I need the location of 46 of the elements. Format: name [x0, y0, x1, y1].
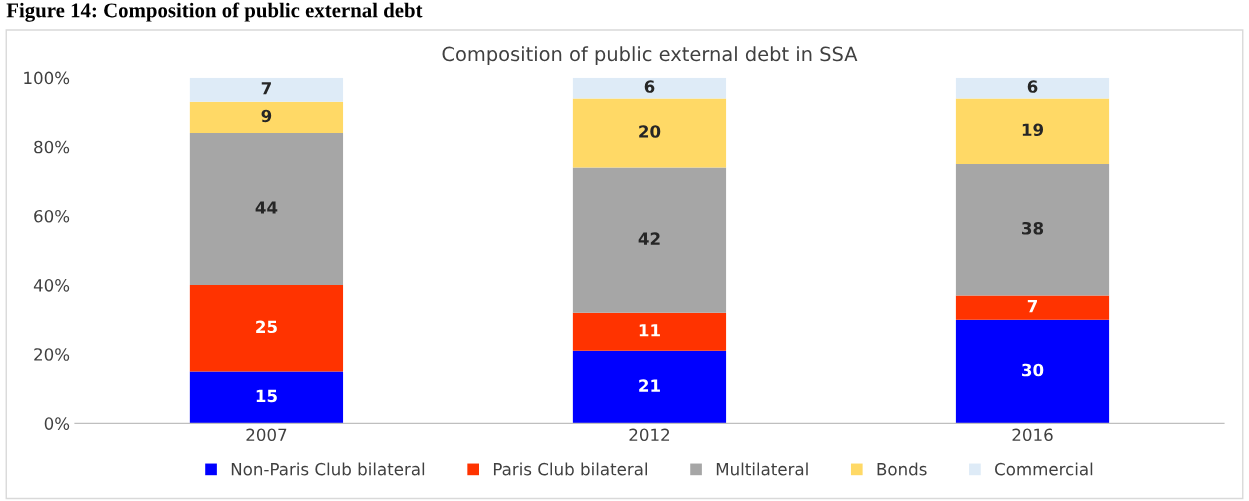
data-label: 38 [1022, 221, 1044, 235]
y-tick-label: 20% [34, 348, 70, 361]
bar [572, 167, 727, 313]
x-tick-label: 2012 [629, 428, 670, 442]
legend-label: Bonds [877, 462, 927, 476]
bar [189, 77, 344, 102]
bar [189, 132, 344, 286]
data-label: 6 [1027, 80, 1038, 93]
bar [189, 371, 344, 424]
data-label: 25 [256, 320, 277, 334]
data-label: 15 [256, 389, 277, 403]
data-label: 42 [638, 232, 660, 245]
y-tick-label: 60% [34, 209, 70, 223]
legend-label: Non-Paris Club bilateral [231, 462, 425, 476]
data-label: 19 [1022, 123, 1044, 137]
data-label: 9 [261, 109, 272, 123]
data-label: 11 [639, 324, 660, 337]
bar [572, 98, 727, 168]
bar [189, 285, 344, 372]
bar [955, 295, 1110, 320]
bar [572, 350, 727, 424]
x-tick-label: 2007 [246, 428, 287, 442]
data-label: 21 [639, 379, 660, 392]
bar [572, 312, 727, 351]
y-tick-label: 100% [24, 71, 70, 85]
bar [955, 164, 1110, 296]
bar [955, 319, 1110, 424]
data-label: 6 [644, 80, 655, 93]
data-label: 44 [255, 201, 278, 214]
y-tick-label: 40% [33, 279, 70, 292]
bar [955, 77, 1110, 99]
data-label: 30 [1022, 363, 1044, 377]
y-tick-label: 0% [44, 417, 70, 430]
legend-label: Paris Club bilateral [493, 462, 647, 476]
data-label: 7 [261, 82, 271, 95]
legend-label: Multilateral [716, 462, 808, 476]
legend-label: Commercial [995, 462, 1093, 476]
caption: Figure 14: Composition of public external debt [6, 2, 423, 22]
chart-title: Composition of public external debt in SSA [442, 46, 858, 66]
bar [955, 98, 1110, 165]
x-tick-label: 2016 [1012, 428, 1053, 442]
y-tick-label: 80% [34, 140, 70, 154]
bar [572, 77, 727, 99]
bar [189, 101, 344, 133]
data-label: 20 [639, 125, 661, 138]
data-label: 7 [1027, 299, 1037, 313]
